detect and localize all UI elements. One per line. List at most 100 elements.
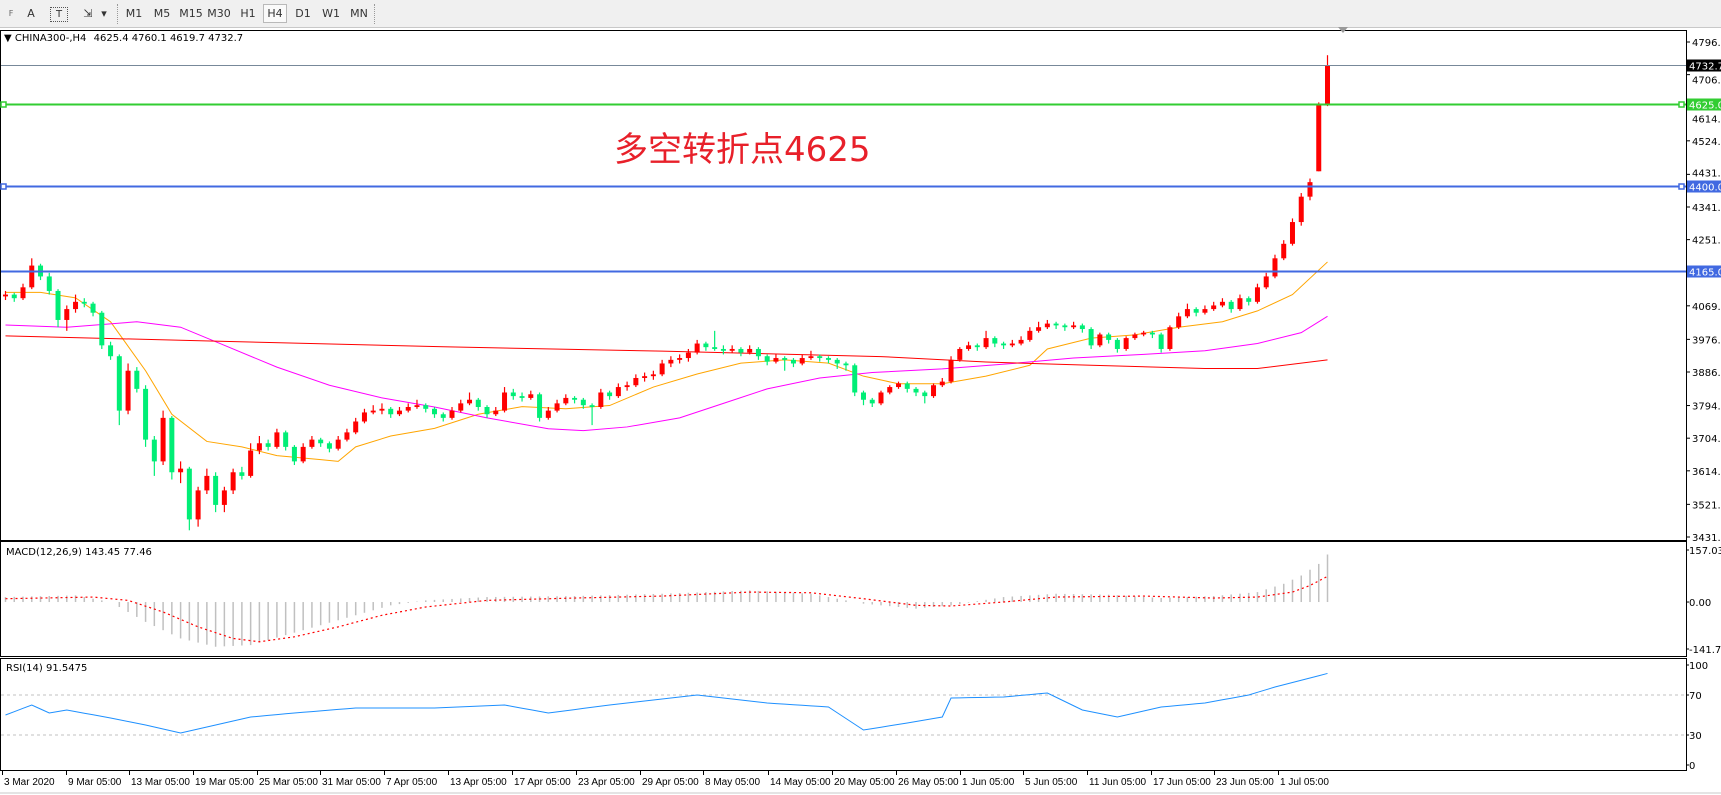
bearish-candle [484,405,490,418]
bullish-candle [1316,102,1322,172]
bullish-candle [300,443,306,464]
candle-body [1009,343,1015,346]
price-tick-label: 3794.0 [1692,402,1721,413]
arrows-icon[interactable]: ⇲ [78,4,98,23]
bearish-candle [116,354,122,426]
text-label-icon-label: T [55,9,63,20]
bullish-candle [545,406,551,420]
bearish-candle [572,396,578,404]
timeframe-m30[interactable]: M30 [207,7,231,20]
timeframe-w1[interactable]: W1 [322,7,340,20]
price-tick-label: 3704.0 [1692,434,1721,445]
macd-tick-label: 0.00 [1689,598,1711,609]
bullish-candle [957,347,963,362]
price-line-label: 4625.0 [1689,101,1721,112]
collapse-arrow-icon[interactable]: ▼ [4,33,12,44]
bullish-candle [598,388,604,409]
price-tick-label: 3886.5 [1692,368,1721,379]
candle-body [90,303,96,313]
time-label: 29 Apr 05:00 [642,777,699,788]
bullish-candle [729,345,735,353]
candle-body [1237,298,1243,310]
timeframe-d1[interactable]: D1 [295,7,311,20]
timeframe-m5[interactable]: M5 [153,7,171,20]
moving-average-line-1 [5,315,1328,432]
price-line-label: 4165.0 [1689,268,1721,279]
bullish-candle [379,403,385,415]
timeframe-m15[interactable]: M15 [179,7,203,20]
rsi-tick-label: 100 [1689,661,1708,672]
candle-body [1298,196,1304,223]
text-icon[interactable]: A [22,4,40,23]
candle-body [414,405,420,407]
candle-body [869,399,875,404]
candle-body [817,356,823,359]
timeframe-mn[interactable]: MN [350,7,368,20]
bearish-candle [108,341,114,360]
candle-body [326,443,332,449]
bearish-candle [580,397,586,409]
price-tick-label: 3521.5 [1692,500,1721,511]
bullish-candle [1044,319,1050,330]
bearish-candle [11,292,17,302]
candle-body [239,472,245,476]
candle-body [475,399,481,407]
candle-body [1114,339,1120,349]
candle-body [878,392,884,404]
bearish-candle [607,390,613,400]
candle-body [1307,182,1313,197]
time-label: 17 Apr 05:00 [514,777,571,788]
time-label: 1 Jun 05:00 [962,777,1015,788]
bullish-candle [1281,240,1287,261]
price-line-label: 4400.0 [1689,183,1721,194]
candle-body [1254,287,1260,302]
toolbar: F A T ⇲ ▾ M1 M5 M15 M30 H1 H4 D1 W1 MN [0,0,1721,28]
bearish-candle [291,445,297,466]
bullish-candle [1211,301,1217,311]
bullish-candle [274,428,280,449]
candle-body [1228,301,1234,310]
candle-body [1149,332,1155,335]
text-label-icon[interactable]: T [50,7,68,22]
timeframe-h4[interactable]: H4 [263,4,287,23]
candle-body [1071,325,1077,328]
bullish-candle [405,403,411,413]
bearish-candle [265,439,271,451]
candle-body [1211,305,1217,310]
candle-body [685,352,691,359]
candle-body [799,358,805,364]
bearish-candle [1001,341,1007,349]
bullish-candle [808,350,814,360]
candle-body [1097,334,1103,346]
bullish-candle [554,399,560,413]
line-anchor-handle[interactable] [0,183,7,190]
timeframe-h1[interactable]: H1 [240,7,256,20]
candle-body [1316,104,1322,172]
candle-body [1246,298,1252,302]
time-label: 17 Jun 05:00 [1153,777,1211,788]
bullish-candle [1325,55,1331,107]
chevron-down-icon[interactable]: ▾ [101,7,107,20]
bullish-candle [1254,283,1260,304]
timeframe-m1[interactable]: M1 [125,7,143,20]
candle-body [204,475,210,491]
bullish-candle [1219,298,1225,308]
bullish-candle [29,258,35,290]
bullish-candle [1141,330,1147,337]
line-anchor-handle[interactable] [1678,101,1685,108]
grid-periodicity-icon[interactable]: F [2,4,20,23]
candle-body [29,265,35,288]
bearish-candle [755,347,761,360]
bearish-candle [55,289,61,328]
line-anchor-handle[interactable] [1678,183,1685,190]
candle-body [580,399,586,406]
candle-body [1141,332,1147,335]
bearish-candle [134,367,140,393]
candle-body [1167,327,1173,349]
line-anchor-handle[interactable] [0,101,7,108]
price-tick-label: 3431.5 [1692,533,1721,544]
candle-body [344,432,350,440]
candle-body [186,468,192,520]
candle-body [703,343,709,348]
